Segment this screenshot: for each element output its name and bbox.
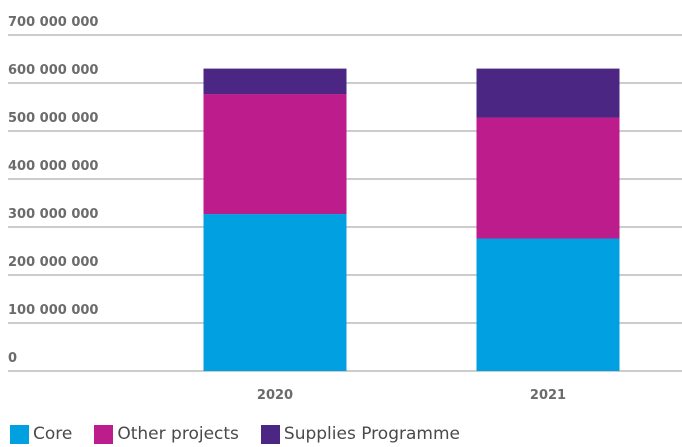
- chart-legend: Core Other projects Supplies Programme: [10, 424, 482, 444]
- bar-segment-other-projects-2020: [203, 94, 347, 215]
- legend-label-other-projects: Other projects: [117, 424, 239, 444]
- bar-segment-core-2021: [476, 238, 620, 371]
- legend-label-core: Core: [33, 424, 73, 444]
- legend-swatch-other-projects: [94, 424, 114, 444]
- y-tick-label: 600 000 000: [8, 63, 98, 78]
- y-tick-label: 300 000 000: [8, 207, 98, 222]
- stacked-bar-chart: 0 100 000 000 200 000 000 300 000 000 400 00…: [8, 15, 682, 403]
- bars: [203, 68, 620, 371]
- y-tick-label: 0: [8, 351, 17, 366]
- legend-swatch-core: [10, 424, 29, 444]
- bar-segment-core-2020: [203, 214, 347, 371]
- y-tick-label: 200 000 000: [8, 255, 98, 270]
- legend-item-supplies-programme: Supplies Programme: [260, 424, 460, 444]
- bar-segment-other-projects-2021: [476, 117, 620, 239]
- x-tick-label: 2021: [530, 388, 566, 403]
- legend-item-other-projects: Other projects: [94, 424, 239, 444]
- bar-segment-supplies-programme-2020: [203, 68, 347, 95]
- x-axis-tick-labels: 2020 2021: [257, 388, 566, 403]
- legend-label-supplies-programme: Supplies Programme: [283, 424, 460, 444]
- legend-swatch-supplies-programme: [260, 424, 280, 444]
- y-tick-label: 700 000 000: [8, 15, 98, 30]
- y-axis-tick-labels: 0 100 000 000 200 000 000 300 000 000 400 00…: [8, 15, 98, 366]
- x-tick-label: 2020: [257, 388, 293, 403]
- y-tick-label: 500 000 000: [8, 111, 98, 126]
- y-tick-label: 100 000 000: [8, 303, 98, 318]
- legend-item-core: Core: [10, 424, 72, 444]
- bar-segment-supplies-programme-2021: [476, 68, 620, 118]
- y-tick-label: 400 000 000: [8, 159, 98, 174]
